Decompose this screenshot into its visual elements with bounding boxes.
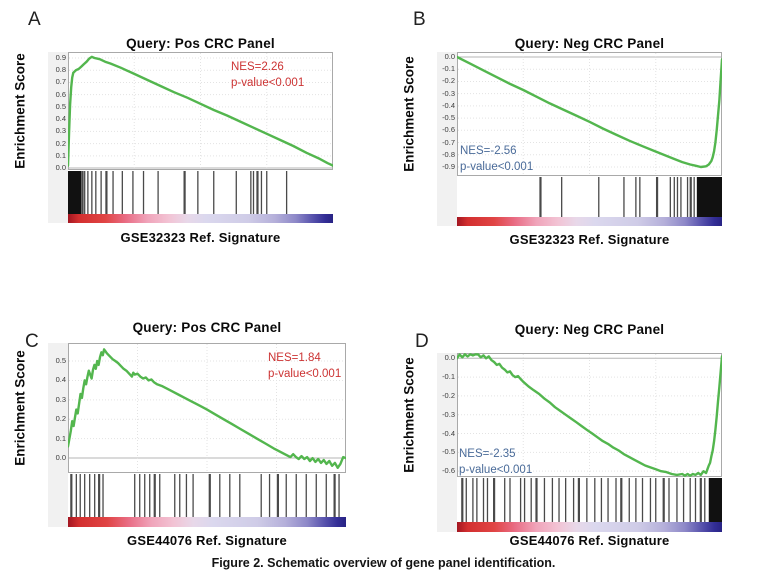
y-tick-label: 0.0 <box>55 163 66 173</box>
y-tick-label: -0.6 <box>442 125 455 135</box>
y-tick-label: -0.1 <box>442 372 455 382</box>
y-tick-label: 0.0 <box>444 353 455 363</box>
y-tick-label: 0.0 <box>55 453 66 463</box>
y-tick-label: 0.3 <box>55 126 66 136</box>
y-tick-label: -0.8 <box>442 149 455 159</box>
gsea-plot-image: 0.5 0.4 0.3 0.2 0.1 0.0 <box>48 343 346 527</box>
y-tick-label: -0.5 <box>442 113 455 123</box>
y-tick-label: 0.5 <box>55 356 66 366</box>
x-axis-label: GSE44076 Ref. Signature <box>127 533 287 548</box>
gsea-panel-c: C Query: Pos CRC Panel Enrichment Score … <box>13 305 348 567</box>
y-axis-tick-area: 0.5 0.4 0.3 0.2 0.1 0.0 <box>48 343 68 527</box>
panel-letter-label: B <box>413 9 426 30</box>
nes-value: NES=-2.35 <box>459 448 516 460</box>
y-tick-label: -0.7 <box>442 137 455 147</box>
panel-title: Query: Neg CRC Panel <box>514 322 665 337</box>
p-value: p-value<0.001 <box>459 463 533 476</box>
y-tick-label: 0.4 <box>55 114 66 124</box>
y-tick-label: -0.1 <box>442 64 455 74</box>
rank-gradient-bar <box>68 517 346 527</box>
nes-annotation: NES=-2.35 p-value<0.001 <box>459 447 532 478</box>
y-tick-label: 0.2 <box>55 414 66 424</box>
gsea-plot-image: 0.9 0.8 0.7 0.6 0.5 0.4 0.3 0.2 0.1 0.0 <box>48 52 333 223</box>
y-tick-label: 0.0 <box>444 52 455 61</box>
enrichment-plot <box>457 353 722 532</box>
y-tick-label: -0.6 <box>442 466 455 476</box>
y-axis-title: Enrichment Score <box>12 350 28 466</box>
gsea-panel-a: A Query: Pos CRC Panel Enrichment Score … <box>13 8 335 263</box>
nes-value: NES=1.84 <box>268 352 321 364</box>
hit-block <box>696 177 722 217</box>
y-tick-label: -0.9 <box>442 161 455 171</box>
y-axis-title: Enrichment Score <box>401 357 417 473</box>
rank-gradient-bar <box>68 214 333 223</box>
caption-text: Schematic overview of gene panel identif… <box>267 556 556 570</box>
nes-annotation: NES=2.26 p-value<0.001 <box>231 60 304 91</box>
nes-value: NES=-2.56 <box>460 145 517 157</box>
y-tick-label: -0.3 <box>442 88 455 98</box>
p-value: p-value<0.001 <box>460 160 534 173</box>
p-value: p-value<0.001 <box>268 367 342 380</box>
y-tick-label: -0.4 <box>442 100 455 110</box>
y-tick-label: 0.5 <box>55 101 66 111</box>
y-axis-title: Enrichment Score <box>401 56 417 172</box>
hit-block <box>708 478 722 522</box>
nes-annotation: NES=-2.56 p-value<0.001 <box>460 144 533 175</box>
y-axis-tick-area: 0.0 -0.1 -0.2 -0.3 -0.4 -0.5 -0.6 <box>437 353 457 532</box>
enrichment-plot <box>457 52 722 226</box>
y-tick-label: 0.6 <box>55 89 66 99</box>
y-tick-label: 0.4 <box>55 375 66 385</box>
y-tick-label: -0.2 <box>442 76 455 86</box>
x-axis-label: GSE32323 Ref. Signature <box>509 232 670 247</box>
x-axis-label: GSE32323 Ref. Signature <box>120 230 281 245</box>
y-axis-title: Enrichment Score <box>12 53 28 169</box>
panel-letter-label: C <box>25 331 39 352</box>
enrichment-curve <box>68 55 333 167</box>
hit-block <box>68 171 82 214</box>
y-tick-label: 0.2 <box>55 138 66 148</box>
y-tick-label: 0.1 <box>55 433 66 443</box>
gsea-panel-b: B Query: Neg CRC Panel Enrichment Score … <box>402 8 724 266</box>
y-tick-label: -0.4 <box>442 428 455 438</box>
y-tick-label: 0.3 <box>55 394 66 404</box>
enrichment-plot <box>68 343 346 527</box>
y-tick-label: -0.2 <box>442 390 455 400</box>
y-tick-label: 0.9 <box>55 52 66 62</box>
panel-title: Query: Pos CRC Panel <box>132 320 282 335</box>
enrichment-curve <box>68 348 346 470</box>
enrichment-plot <box>68 52 333 223</box>
rank-gradient-bar <box>457 522 722 532</box>
p-value: p-value<0.001 <box>231 76 305 89</box>
x-axis-label: GSE44076 Ref. Signature <box>509 533 670 548</box>
y-tick-label: 0.8 <box>55 65 66 75</box>
gsea-plot-image: 0.0 -0.1 -0.2 -0.3 -0.4 -0.5 -0.6 <box>437 353 722 532</box>
y-tick-label: -0.3 <box>442 409 455 419</box>
y-tick-label: 0.1 <box>55 150 66 160</box>
y-tick-label: -0.5 <box>442 447 455 457</box>
y-axis-tick-area: 0.9 0.8 0.7 0.6 0.5 0.4 0.3 0.2 0.1 0.0 <box>48 52 68 223</box>
gsea-panel-d: D Query: Neg CRC Panel Enrichment Score … <box>402 305 724 572</box>
panel-title: Query: Neg CRC Panel <box>514 36 665 51</box>
rank-gradient-bar <box>457 217 722 226</box>
panel-letter-label: A <box>28 9 41 30</box>
caption-number: Figure 2. <box>211 556 264 570</box>
nes-annotation: NES=1.84 p-value<0.001 <box>268 351 341 382</box>
enrichment-curve <box>457 55 722 169</box>
enrichment-curve <box>457 353 722 477</box>
panel-letter-label: D <box>415 331 429 352</box>
nes-value: NES=2.26 <box>231 61 284 73</box>
figure-caption: Figure 2. Schematic overview of gene pan… <box>0 556 767 570</box>
y-tick-label: 0.7 <box>55 77 66 87</box>
y-axis-tick-area: 0.0 -0.1 -0.2 -0.3 -0.4 -0.5 -0.6 -0.7 -0.8 -0.9 <box>437 52 457 226</box>
panel-title: Query: Pos CRC Panel <box>126 36 275 51</box>
gsea-plot-image: 0.0 -0.1 -0.2 -0.3 -0.4 -0.5 -0.6 -0.7 -0.8 -0.9 <box>437 52 722 226</box>
